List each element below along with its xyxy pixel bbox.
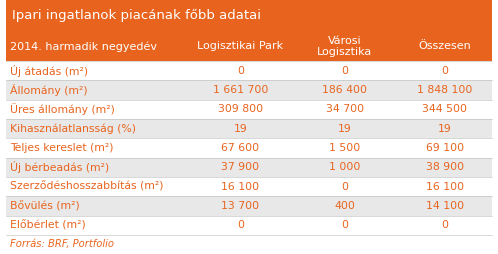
Bar bbox=[6, 0, 492, 32]
Text: 19: 19 bbox=[338, 124, 352, 134]
Text: Forrás: BRF, Portfolio: Forrás: BRF, Portfolio bbox=[10, 240, 114, 249]
Bar bbox=[6, 119, 492, 138]
Text: Logisztikai Park: Logisztikai Park bbox=[197, 41, 283, 51]
Text: Összesen: Összesen bbox=[418, 41, 471, 51]
Bar bbox=[6, 100, 492, 119]
Text: 1 500: 1 500 bbox=[329, 143, 361, 153]
Text: 69 100: 69 100 bbox=[426, 143, 464, 153]
Text: 1 000: 1 000 bbox=[329, 162, 361, 172]
Text: 400: 400 bbox=[335, 201, 356, 211]
Text: 37 900: 37 900 bbox=[222, 162, 259, 172]
Text: 16 100: 16 100 bbox=[426, 182, 464, 192]
Bar bbox=[6, 138, 492, 158]
Text: 19: 19 bbox=[234, 124, 248, 134]
Bar bbox=[6, 158, 492, 177]
Text: Bővülés (m²): Bővülés (m²) bbox=[10, 201, 80, 211]
Text: Szerződéshosszabbítás (m²): Szerződéshosszabbítás (m²) bbox=[10, 181, 163, 192]
Text: 1 661 700: 1 661 700 bbox=[213, 85, 268, 95]
Text: 16 100: 16 100 bbox=[222, 182, 259, 192]
Text: 67 600: 67 600 bbox=[222, 143, 259, 153]
Text: 0: 0 bbox=[342, 220, 349, 230]
Text: Állomány (m²): Állomány (m²) bbox=[10, 84, 88, 96]
Text: 0: 0 bbox=[342, 182, 349, 192]
Text: 0: 0 bbox=[342, 66, 349, 76]
Text: 0: 0 bbox=[441, 220, 448, 230]
Text: Előbérlet (m²): Előbérlet (m²) bbox=[10, 220, 86, 231]
Text: Új bérbeadás (m²): Új bérbeadás (m²) bbox=[10, 161, 109, 173]
Text: Kihasználatlansság (%): Kihasználatlansság (%) bbox=[10, 123, 136, 134]
Bar bbox=[6, 80, 492, 100]
Text: 34 700: 34 700 bbox=[326, 104, 364, 114]
Bar bbox=[6, 61, 492, 80]
Bar bbox=[6, 216, 492, 235]
Text: 38 900: 38 900 bbox=[426, 162, 464, 172]
Text: 344 500: 344 500 bbox=[422, 104, 467, 114]
Text: 13 700: 13 700 bbox=[222, 201, 259, 211]
Text: Üres állomány (m²): Üres állomány (m²) bbox=[10, 103, 115, 115]
Bar bbox=[6, 196, 492, 216]
Text: 0: 0 bbox=[237, 66, 244, 76]
Bar bbox=[6, 177, 492, 196]
Text: 2014. harmadik negyedév: 2014. harmadik negyedév bbox=[10, 41, 157, 52]
Text: Új átadás (m²): Új átadás (m²) bbox=[10, 65, 88, 77]
Text: 309 800: 309 800 bbox=[218, 104, 263, 114]
Text: Ipari ingatlanok piacának főbb adatai: Ipari ingatlanok piacának főbb adatai bbox=[12, 9, 261, 22]
Text: 0: 0 bbox=[237, 220, 244, 230]
Text: Logisztika: Logisztika bbox=[317, 47, 373, 57]
Text: 1 848 100: 1 848 100 bbox=[417, 85, 472, 95]
Text: Városi: Városi bbox=[328, 36, 362, 46]
Bar bbox=[6, 32, 492, 61]
Text: 19: 19 bbox=[438, 124, 452, 134]
Text: 14 100: 14 100 bbox=[426, 201, 464, 211]
Text: 0: 0 bbox=[441, 66, 448, 76]
Text: 186 400: 186 400 bbox=[323, 85, 368, 95]
Text: Teljes kereslet (m²): Teljes kereslet (m²) bbox=[10, 143, 114, 153]
